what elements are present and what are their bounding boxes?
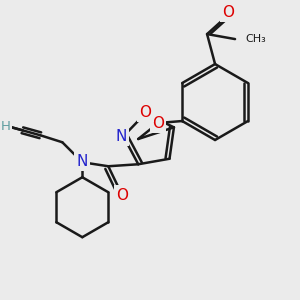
Text: CH₃: CH₃ [245, 34, 266, 44]
Text: N: N [76, 154, 88, 169]
Text: O: O [152, 116, 164, 130]
Text: O: O [222, 4, 234, 20]
Text: N: N [116, 129, 127, 144]
Text: O: O [140, 105, 152, 120]
Text: H: H [0, 120, 10, 133]
Text: O: O [116, 188, 128, 203]
